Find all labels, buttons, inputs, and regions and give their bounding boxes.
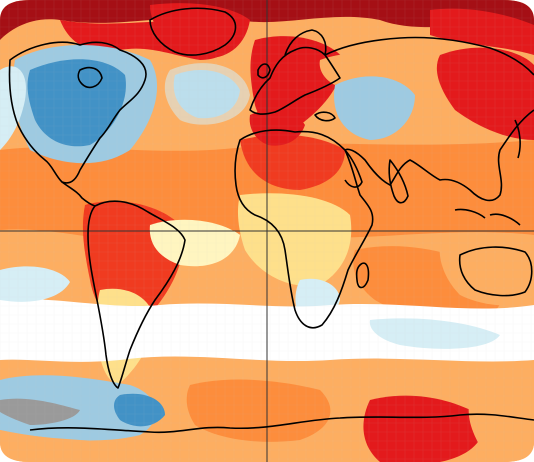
antarctica-coast [29,413,534,434]
east-asia-red [436,47,534,140]
sahara-red [249,109,305,146]
north-atlantic-pale [164,63,250,125]
greenland-coast [149,7,237,56]
weddell-blue [114,393,165,427]
madagascar-coast [355,262,370,289]
north-africa-red-orange [240,134,345,190]
black-sea-coast [314,111,336,122]
south-america-coast [87,200,186,389]
europe-coast [249,46,341,115]
central-asia-light-orange [319,52,440,95]
scandinavia-coast [284,29,327,56]
africa-coast [234,129,374,329]
north-america-coast [8,41,147,184]
siberia-northeast-red [430,8,534,56]
indonesia-coast [454,208,521,226]
australia-light-orange [439,242,534,306]
southern-ocean-pale-blue-1 [0,266,70,302]
arabia-coast [344,149,363,188]
central-africa-yellow [237,193,352,286]
australia-coast [458,246,533,297]
hudson-bay-coast [77,66,103,89]
europe-red [250,36,345,129]
british-isles-coast [257,63,271,79]
antarctic-orange [186,379,331,442]
central-america-coast [61,181,96,207]
missing-data-gray [0,398,80,425]
siberia-cold [334,76,415,140]
antarctic-west-orange [0,430,180,462]
asia-coast [324,36,534,202]
japan-coast [514,119,521,159]
india-coast [388,159,409,204]
southern-ocean-pale-blue-2 [369,318,500,349]
coastlines [8,7,534,434]
antarctic-red [363,395,484,462]
